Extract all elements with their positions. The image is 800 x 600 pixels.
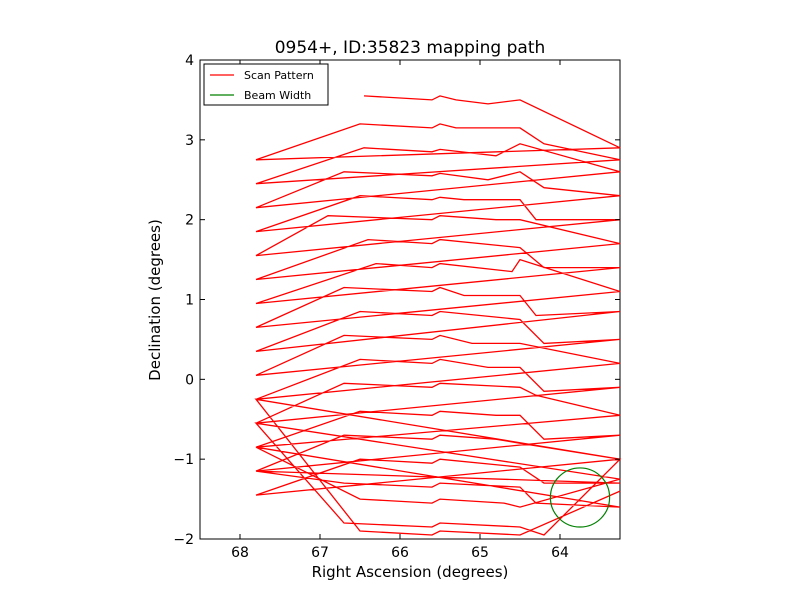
- axes-frame: [199, 59, 621, 540]
- x-tick-label: 65: [471, 545, 489, 561]
- x-tick-label: 67: [311, 545, 329, 561]
- y-tick-label: 2: [185, 213, 194, 229]
- y-axis-ticks: −2 −1 0 1 2 3 4: [173, 53, 620, 548]
- x-tick-label: 66: [391, 545, 409, 561]
- legend-label-scan-pattern: Scan Pattern: [244, 69, 314, 82]
- y-tick-label: −1: [173, 452, 194, 468]
- legend-label-beam-width: Beam Width: [244, 89, 311, 102]
- scan-pattern-line: [254, 95, 622, 536]
- x-tick-label: 64: [551, 545, 569, 561]
- chart-title: 0954+, ID:35823 mapping path: [275, 38, 546, 58]
- legend: Scan Pattern Beam Width: [203, 63, 329, 106]
- y-tick-label: −2: [173, 532, 194, 548]
- y-axis-label: Declination (degrees): [146, 219, 164, 381]
- y-tick-label: 0: [185, 372, 194, 388]
- y-tick-label: 1: [185, 293, 194, 309]
- beam-width-series: [549, 467, 611, 528]
- x-axis-ticks: 68 67 66 65 64: [231, 60, 569, 561]
- plot-area: [199, 59, 622, 540]
- legend-box: [203, 63, 329, 106]
- x-tick-label: 68: [231, 545, 249, 561]
- y-tick-label: 4: [185, 53, 194, 69]
- y-tick-label: 3: [185, 133, 194, 149]
- beam-width-circle: [549, 467, 611, 528]
- x-axis-label: Right Ascension (degrees): [312, 563, 509, 581]
- scan-pattern-series: [254, 95, 622, 536]
